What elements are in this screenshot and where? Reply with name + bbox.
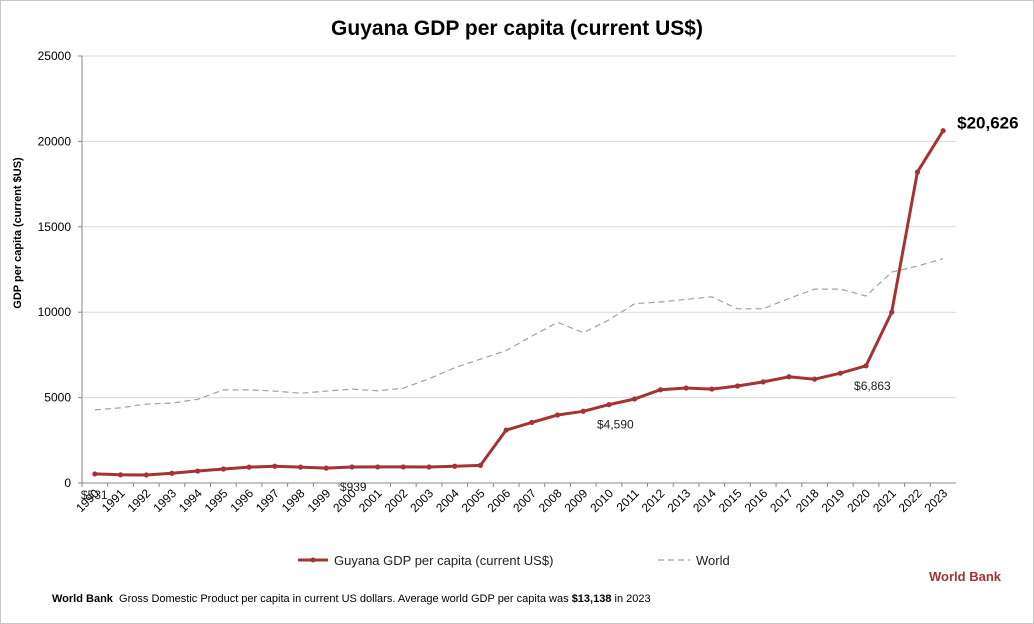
point-guyana-2016 <box>760 379 766 385</box>
y-axis-ticks: 0 5000 10000 15000 20000 25000 <box>38 49 82 490</box>
point-guyana-2022 <box>914 169 921 175</box>
x-tick-label-1997: 1997 <box>253 486 282 515</box>
x-tick-label-2002: 2002 <box>382 486 411 515</box>
y-tick-label-5000: 5000 <box>44 391 71 405</box>
point-guyana-2003 <box>426 464 432 470</box>
annotation-2000: $939 <box>340 480 367 494</box>
point-guyana-2018 <box>812 376 818 382</box>
x-tick-label-2017: 2017 <box>767 486 796 515</box>
point-guyana-2008 <box>554 412 561 418</box>
x-tick-label-2022: 2022 <box>896 486 925 515</box>
footnote: World Bank Gross Domestic Product per ca… <box>52 593 651 605</box>
x-tick-label-1998: 1998 <box>279 486 308 515</box>
x-tick-label-2012: 2012 <box>639 486 668 515</box>
point-guyana-2006 <box>503 427 509 433</box>
chart-title: Guyana GDP per capita (current US$) <box>331 17 703 40</box>
x-tick-label-1993: 1993 <box>150 486 179 515</box>
point-guyana-2004 <box>452 463 458 469</box>
legend-guyana-marker <box>310 557 316 563</box>
x-tick-label-2009: 2009 <box>562 486 591 515</box>
x-tick-label-1995: 1995 <box>202 486 231 515</box>
footnote-source: World Bank <box>52 593 113 605</box>
y-axis-label: GDP per capita (current $US) <box>12 157 24 309</box>
y-tick-label-0: 0 <box>64 476 71 490</box>
y-tick-label-15000: 15000 <box>38 220 72 234</box>
x-tick-label-2007: 2007 <box>510 486 539 515</box>
footnote-value: $13,138 <box>571 593 612 605</box>
point-guyana-1998 <box>297 464 304 470</box>
legend-world-label: World <box>696 553 730 568</box>
x-tick-label-2013: 2013 <box>664 486 693 515</box>
point-guyana-2009 <box>580 408 586 414</box>
x-tick-label-2005: 2005 <box>459 486 488 515</box>
point-guyana-2010 <box>606 402 612 408</box>
x-tick-label-2014: 2014 <box>690 486 719 515</box>
point-guyana-1990 <box>92 471 98 477</box>
x-tick-label-2006: 2006 <box>484 486 513 515</box>
x-tick-label-2004: 2004 <box>433 486 462 515</box>
point-guyana-2014 <box>709 386 715 392</box>
annotation-2010: $4,590 <box>597 418 634 432</box>
point-guyana-2019 <box>837 370 843 376</box>
point-guyana-1995 <box>220 466 226 472</box>
x-tick-label-2019: 2019 <box>819 486 848 515</box>
point-guyana-2002 <box>400 464 406 470</box>
point-guyana-2017 <box>786 374 792 380</box>
x-tick-label-1999: 1999 <box>305 486 334 515</box>
x-tick-label-2023: 2023 <box>921 486 950 515</box>
point-guyana-2007 <box>529 419 535 425</box>
point-guyana-1999 <box>323 465 329 471</box>
point-guyana-1996 <box>246 464 252 470</box>
point-guyana-2021 <box>889 309 895 315</box>
point-guyana-2011 <box>632 396 638 402</box>
x-tick-label-2018: 2018 <box>793 486 822 515</box>
point-guyana-2020 <box>863 363 869 369</box>
footnote-suffix: in 2023 <box>614 593 651 605</box>
annotation-2020: $6,863 <box>854 379 891 393</box>
annotations: $531 $939 $4,590 $6,863 $20,626 <box>81 114 1019 502</box>
series-layer <box>92 128 946 478</box>
x-tick-label-2011: 2011 <box>614 486 642 514</box>
brand-label: World Bank <box>929 569 1002 584</box>
legend: Guyana GDP per capita (current US$) Worl… <box>298 553 730 568</box>
y-tick-label-20000: 20000 <box>38 134 72 148</box>
point-guyana-1991 <box>117 472 124 478</box>
y-tick-label-25000: 25000 <box>38 49 72 63</box>
point-guyana-2001 <box>375 464 381 470</box>
point-guyana-2013 <box>683 385 689 391</box>
x-tick-label-2008: 2008 <box>536 486 565 515</box>
x-tick-label-1996: 1996 <box>227 486 256 515</box>
series-line-guyana <box>94 129 945 477</box>
x-tick-label-1992: 1992 <box>125 486 154 515</box>
x-tick-label-2021: 2021 <box>870 486 899 515</box>
grid-lines <box>81 55 956 484</box>
point-guyana-1993 <box>169 470 175 476</box>
legend-guyana-label: Guyana GDP per capita (current US$) <box>334 553 553 568</box>
x-tick-label-2003: 2003 <box>407 486 436 515</box>
x-tick-label-2020: 2020 <box>844 486 873 515</box>
series-line-world <box>94 258 944 411</box>
point-guyana-2000 <box>349 464 355 470</box>
y-tick-label-10000: 10000 <box>38 305 72 319</box>
x-tick-label-2015: 2015 <box>716 486 745 515</box>
footnote-text: Gross Domestic Product per capita in cur… <box>119 593 569 605</box>
point-guyana-2012 <box>657 387 663 393</box>
point-guyana-1997 <box>272 463 278 469</box>
x-tick-label-2016: 2016 <box>742 486 771 515</box>
point-guyana-2005 <box>477 462 484 469</box>
x-tick-label-1994: 1994 <box>176 486 205 515</box>
point-guyana-2023 <box>940 128 946 134</box>
x-tick-label-2010: 2010 <box>587 486 616 515</box>
annotation-1990: $531 <box>81 488 108 502</box>
point-guyana-1994 <box>195 468 201 474</box>
x-axis-ticks: 1990199119921993199419951996199719981999… <box>73 483 950 515</box>
point-guyana-1992 <box>143 472 149 478</box>
annotation-2023: $20,626 <box>957 114 1018 133</box>
point-guyana-2015 <box>734 383 741 389</box>
